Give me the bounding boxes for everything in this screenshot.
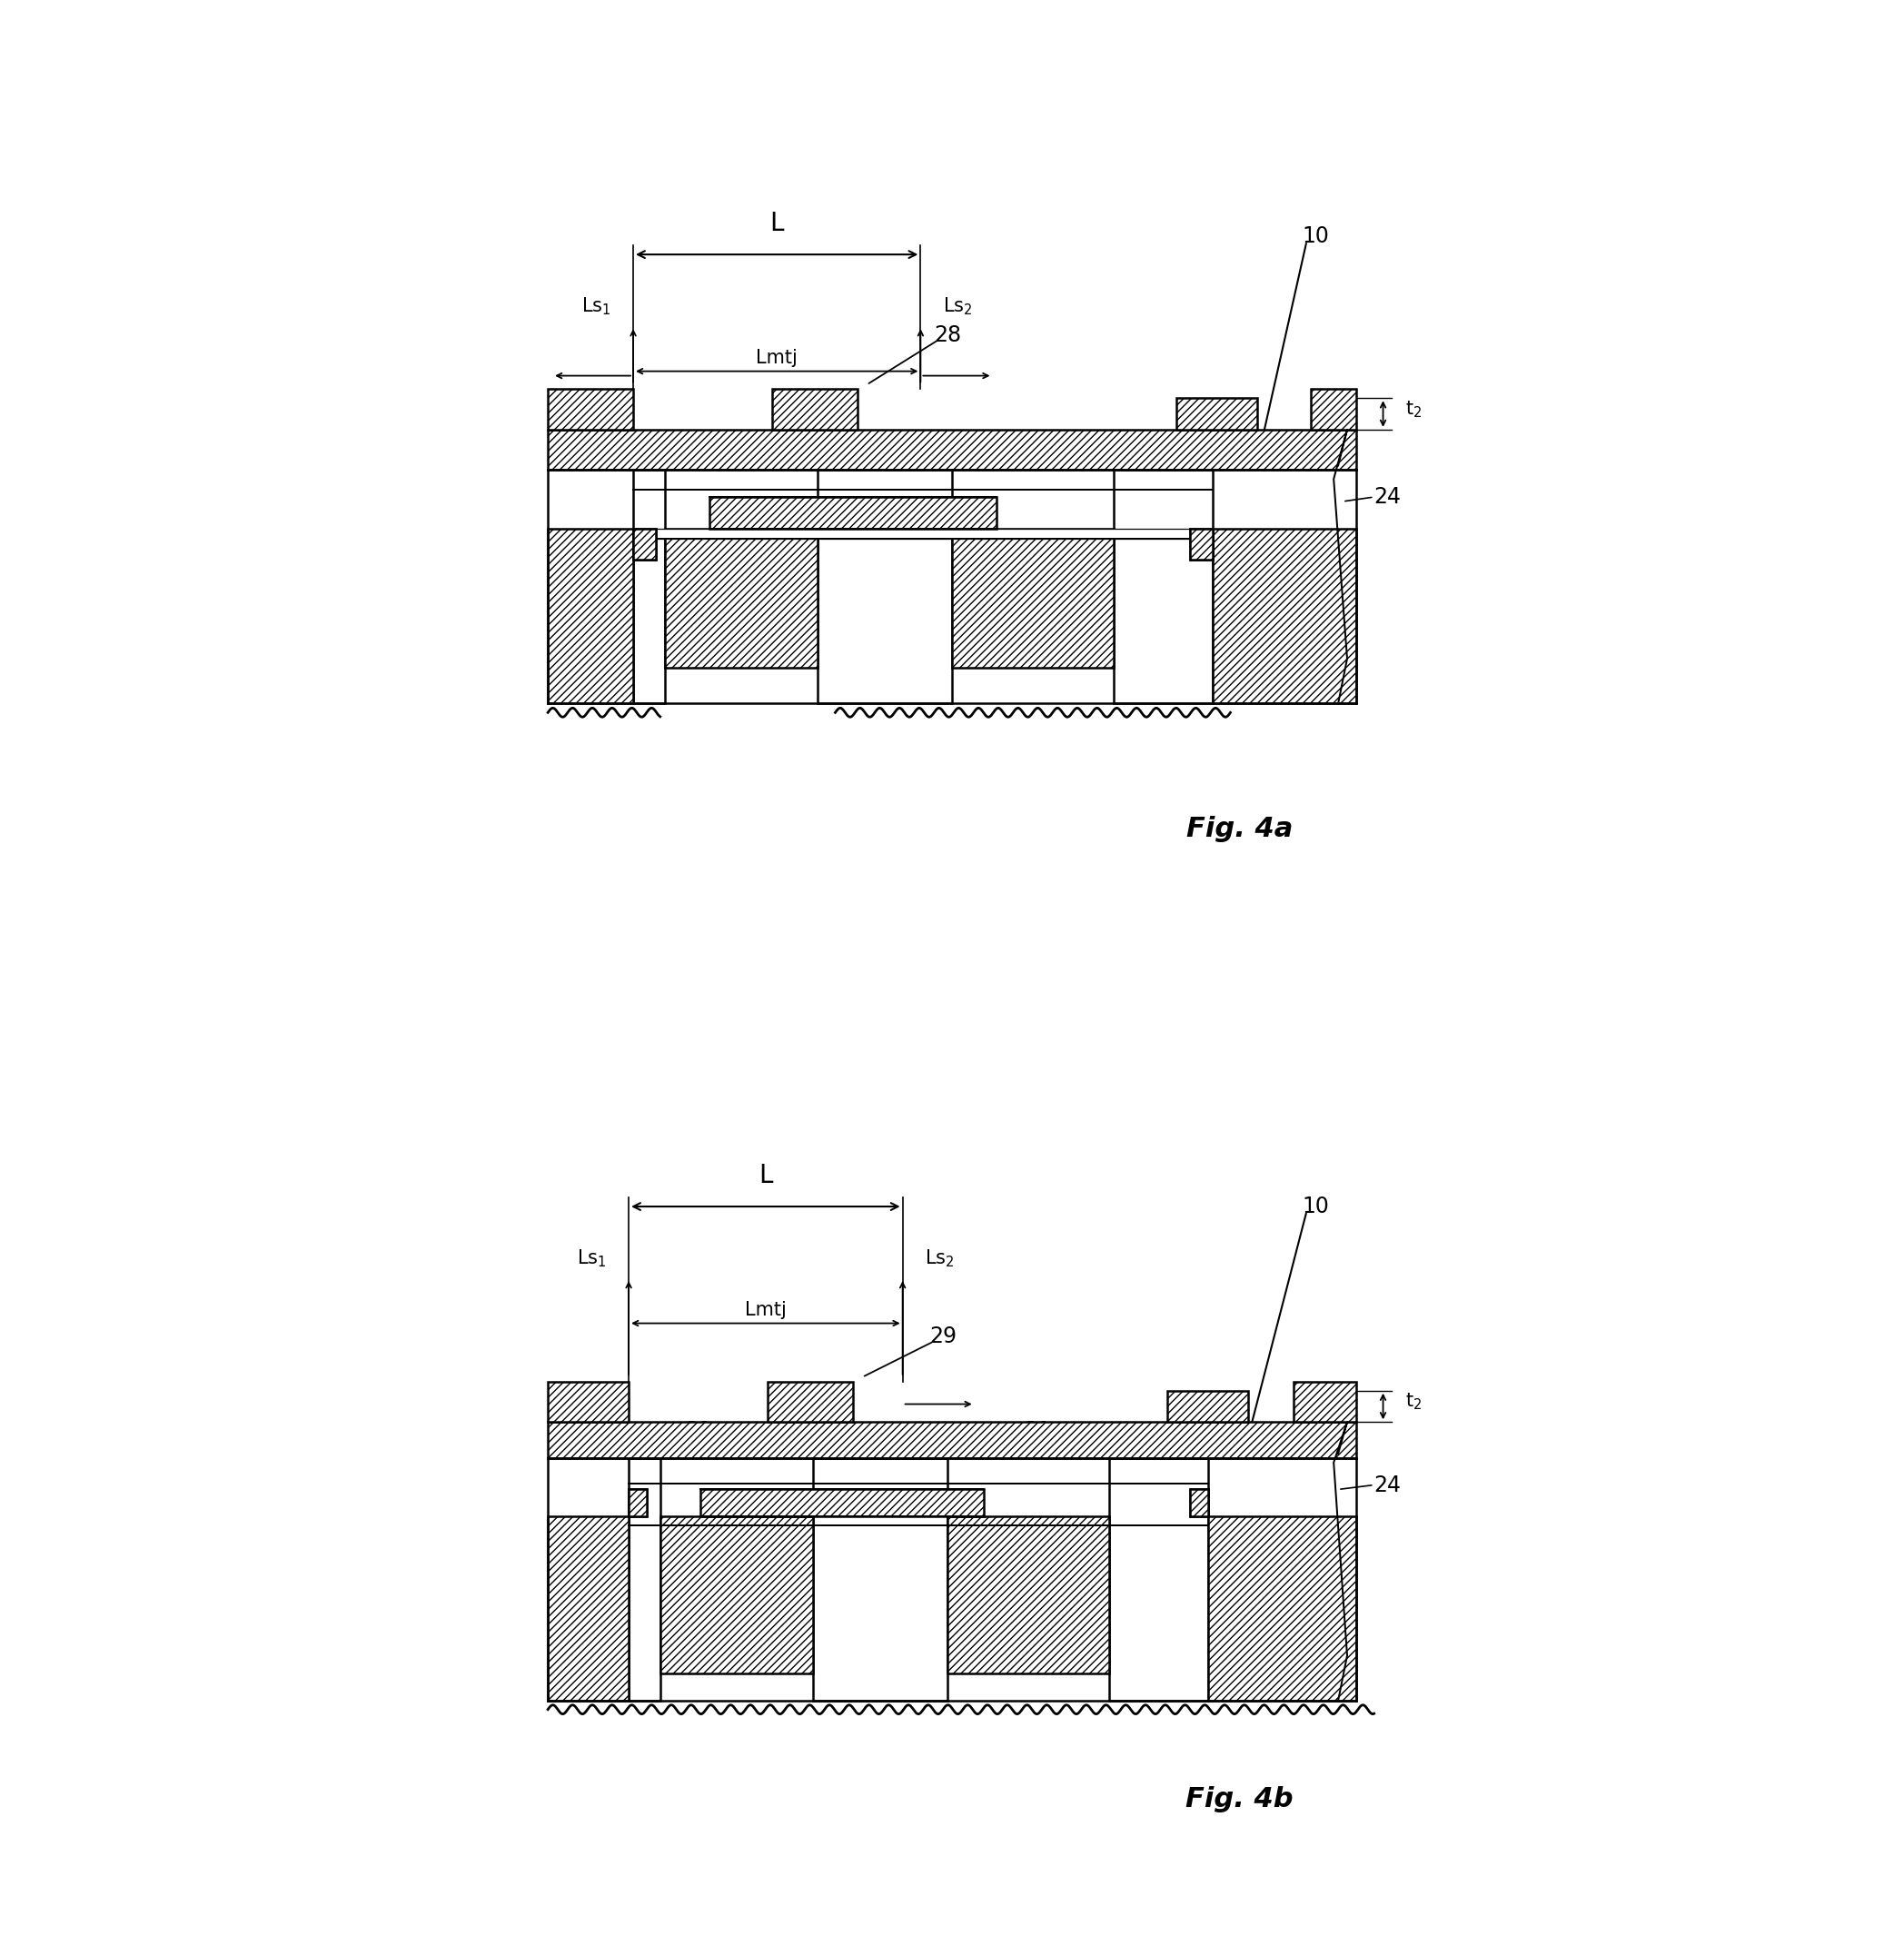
Bar [1177, 399, 1257, 430]
Text: Ls$_1$: Ls$_1$ [577, 1247, 605, 1269]
Text: 30: 30 [1030, 430, 1059, 451]
Bar [634, 529, 655, 560]
Bar [628, 1489, 647, 1516]
Text: 31: 31 [1024, 1421, 1051, 1442]
Text: t$_2$: t$_2$ [1405, 1391, 1422, 1413]
Bar [1190, 1489, 1207, 1516]
Bar [548, 1516, 628, 1701]
Bar [548, 1423, 1356, 1458]
Bar [1312, 389, 1356, 430]
Text: 10: 10 [1302, 1195, 1329, 1218]
Bar [1293, 1382, 1356, 1423]
Text: Fig. 4b: Fig. 4b [1186, 1786, 1293, 1812]
Bar [548, 1382, 628, 1423]
Bar [710, 496, 998, 529]
Text: 24: 24 [1375, 1473, 1401, 1496]
Text: Lmtj: Lmtj [756, 348, 798, 366]
Bar [1167, 1391, 1249, 1423]
Bar [634, 529, 1213, 539]
Bar [701, 1489, 984, 1516]
Bar [628, 1489, 647, 1516]
Bar [634, 529, 655, 560]
Bar [1190, 529, 1213, 560]
Text: Ls$_1$: Ls$_1$ [581, 296, 611, 317]
Bar [1213, 529, 1356, 704]
Text: 10: 10 [1302, 226, 1329, 247]
Bar [773, 389, 857, 430]
Bar [767, 1382, 853, 1423]
Text: Ls$_2$: Ls$_2$ [925, 1247, 954, 1269]
Bar [664, 529, 817, 667]
Text: 29: 29 [929, 1325, 956, 1349]
Bar [548, 389, 634, 430]
Bar [1190, 529, 1213, 560]
Text: 28: 28 [933, 325, 962, 346]
Text: 30: 30 [689, 430, 716, 451]
Bar [813, 1458, 948, 1701]
Bar [548, 1458, 1356, 1701]
Bar [948, 1516, 1110, 1674]
Bar [548, 471, 1356, 704]
Bar [817, 471, 952, 704]
Bar [628, 1458, 661, 1701]
Text: 24: 24 [1375, 486, 1401, 508]
Text: 12: 12 [840, 502, 866, 523]
Bar [634, 471, 664, 704]
Text: 31: 31 [685, 1421, 712, 1442]
Bar [548, 529, 634, 704]
Bar [1207, 1516, 1356, 1701]
Text: 12: 12 [828, 1493, 855, 1514]
Text: t$_2$: t$_2$ [1405, 399, 1422, 420]
Text: L: L [758, 1164, 773, 1189]
Text: Lmtj: Lmtj [744, 1300, 786, 1319]
Text: Ls$_2$: Ls$_2$ [942, 296, 973, 317]
Bar [1114, 471, 1213, 704]
Bar [1190, 1489, 1207, 1516]
Bar [952, 529, 1114, 667]
Text: L: L [769, 210, 784, 237]
Text: Fig. 4a: Fig. 4a [1186, 815, 1293, 843]
Bar [661, 1516, 813, 1674]
Bar [548, 430, 1356, 471]
Bar [1110, 1458, 1207, 1701]
